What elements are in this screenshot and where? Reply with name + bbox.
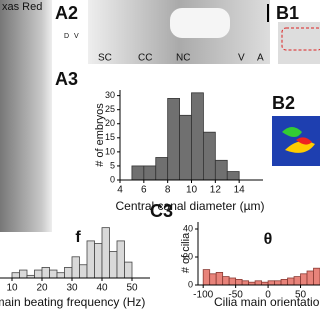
bar (235, 278, 243, 286)
bar (94, 243, 103, 279)
chart-title: θ (264, 231, 273, 248)
bar (267, 280, 275, 286)
panel-label: A2 (55, 3, 78, 23)
bar (293, 276, 301, 286)
x-tick-label: 10 (6, 283, 18, 294)
x-tick-label: 40 (96, 283, 108, 294)
region-label: NC (176, 53, 190, 64)
bar (64, 266, 73, 279)
bar (41, 266, 50, 279)
panel-label: B2 (272, 93, 295, 113)
bar (214, 159, 228, 181)
y-tick-label: 20 (183, 251, 193, 261)
bar (306, 270, 314, 286)
y-axis-label: # of cilia (180, 232, 192, 273)
bar (202, 269, 211, 286)
bar (300, 273, 308, 286)
x-tick-label: 50 (295, 290, 307, 301)
x-tick-label: 50 (126, 283, 138, 294)
chart-title: f (75, 229, 81, 246)
bar (203, 131, 216, 181)
x-axis-label: main beating frequency (Hz) (0, 295, 145, 309)
y-tick-label: 10 (105, 146, 115, 156)
panel-label: A3 (55, 69, 78, 89)
b2-blob (282, 127, 302, 137)
y-tick-label: 0 (188, 279, 193, 289)
x-tick-label: -50 (228, 290, 243, 301)
bar (274, 280, 282, 286)
bar (49, 269, 58, 279)
bar (167, 98, 180, 181)
bar (222, 276, 230, 286)
x-tick-label: -100 (193, 290, 213, 301)
y-tick-label: 25 (105, 104, 115, 114)
bar (109, 251, 118, 279)
b2-blob (296, 137, 312, 145)
bar (143, 165, 157, 181)
y-tick-label: 0 (110, 174, 115, 184)
y-axis-label: # of embryos (94, 103, 106, 167)
a2-structure (170, 8, 230, 38)
axis-letter: D (64, 33, 69, 40)
bar (280, 278, 288, 286)
bar (19, 269, 28, 279)
y-tick-label: 40 (183, 223, 193, 233)
bar (287, 277, 295, 286)
microscope-image (0, 0, 52, 232)
y-tick-label: 30 (105, 90, 115, 100)
bar (131, 165, 145, 181)
bar (155, 157, 169, 181)
b1-image (278, 22, 320, 64)
x-tick-label: 30 (66, 283, 78, 294)
bar (101, 227, 110, 279)
bar (191, 92, 204, 181)
x-tick-label: 20 (36, 283, 48, 294)
bar (86, 240, 95, 279)
region-label: V (238, 53, 245, 64)
x-tick-label: 8 (165, 185, 171, 196)
bar (254, 280, 262, 286)
bar (56, 272, 65, 279)
bar (11, 272, 20, 279)
bar (241, 280, 250, 286)
y-tick-label: 20 (105, 118, 115, 128)
region-label: SC (98, 53, 112, 64)
x-tick-label: 14 (234, 185, 246, 196)
axis-letter: V (74, 33, 79, 40)
bar (71, 256, 80, 279)
region-label: A (257, 53, 264, 64)
y-tick-label: 5 (110, 160, 115, 170)
panel-label: C3 (150, 201, 173, 221)
x-axis-label: Cilia main orientation (° (214, 295, 320, 309)
bar (228, 277, 237, 286)
x-tick-label: 10 (186, 185, 198, 196)
bar (226, 171, 240, 181)
panel-label: B1 (276, 3, 299, 23)
roi-box (281, 27, 320, 51)
bar (179, 114, 192, 181)
bar (209, 273, 217, 286)
b2-image (272, 116, 320, 166)
x-tick-label: 12 (210, 185, 222, 196)
bar (34, 269, 43, 279)
x-axis-label: Central canal diameter (µm) (116, 199, 265, 213)
y-tick-label: 15 (105, 132, 115, 142)
x-tick-label: 4 (117, 185, 123, 196)
image-label: xas Red (2, 1, 42, 13)
x-tick-label: 0 (265, 290, 271, 301)
region-label: CC (138, 53, 152, 64)
bar (79, 264, 88, 279)
bar (215, 271, 224, 286)
bar (313, 267, 320, 286)
bar (124, 261, 133, 279)
bar (116, 240, 125, 279)
x-tick-label: 6 (141, 185, 147, 196)
